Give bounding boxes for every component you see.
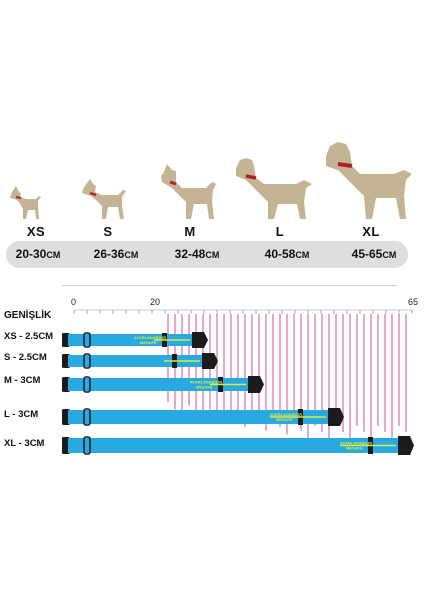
size-label-xl: XL — [362, 224, 380, 239]
distance-label: MESAFE — [196, 385, 213, 390]
dog-xs-icon — [8, 184, 42, 220]
collar-strap — [68, 410, 332, 424]
row-label-m: M - 3CM — [4, 375, 41, 386]
collar-buckle — [202, 353, 218, 369]
collar-buckle — [248, 376, 264, 393]
collar-buckle — [328, 408, 344, 426]
row-label-xs: XS - 2.5CM — [4, 331, 54, 342]
scale-label-65: 65 — [408, 297, 419, 307]
dog-l-icon — [232, 154, 316, 220]
width-heading: GENİŞLİK — [4, 310, 52, 321]
collar-chart-graphic: AYARLANABİLİRMESAFEAYARLANABİLİRMESAFEAY… — [62, 309, 414, 455]
size-label-s: S — [103, 224, 113, 239]
row-label-l: L - 3CM — [4, 409, 39, 420]
size-label-l: L — [275, 224, 285, 239]
size-label-xs: XS — [26, 224, 46, 239]
distance-label: MESAFE — [346, 446, 363, 451]
dog-s-icon — [80, 176, 128, 220]
collar-d-ring — [83, 376, 91, 393]
range-l: 40-58CM — [264, 247, 310, 261]
row-label-s: S - 2.5CM — [4, 352, 47, 363]
size-labels: XS S M L XL — [0, 224, 424, 242]
distance-label: MESAFE — [276, 417, 293, 422]
range-m: 32-48CM — [174, 247, 220, 261]
dog-xl-icon — [322, 140, 416, 220]
collar-d-ring — [83, 332, 91, 348]
dog-m-icon — [158, 162, 220, 220]
collar-strap — [68, 378, 252, 391]
adjustable-label: AYARLANABİLİR — [270, 412, 302, 417]
dog-size-illustrations — [0, 140, 424, 220]
scale-label-0: 0 — [71, 297, 77, 307]
size-label-m: M — [184, 224, 196, 239]
collar-d-ring — [83, 436, 91, 455]
collar-strap — [68, 355, 206, 367]
collar-d-ring — [83, 353, 91, 369]
distance-label: MESAFE — [140, 340, 157, 345]
adjustable-label: AYARLANABİLİR — [134, 335, 166, 340]
collar-buckle — [398, 436, 414, 455]
size-range-bar: 20-30CM 26-36CM 32-48CM 40-58CM 45-65CM — [6, 241, 408, 268]
adjustable-label: AYARLANABİLİR — [340, 441, 372, 446]
collar-d-ring — [83, 408, 91, 426]
adjustable-label: AYARLANABİLİR — [190, 380, 222, 385]
collar-strap — [68, 438, 402, 453]
range-xs: 20-30CM — [15, 247, 61, 261]
collar-buckle — [192, 332, 208, 348]
row-label-xl: XL - 3CM — [4, 438, 45, 449]
range-s: 26-36CM — [93, 247, 139, 261]
range-xl: 45-65CM — [351, 247, 397, 261]
scale-label-20: 20 — [150, 297, 161, 307]
collar-size-chart: GENİŞLİK 0 20 65 AYARLANABİLİR MESAFE AYAR… — [0, 292, 424, 472]
divider — [62, 285, 397, 286]
